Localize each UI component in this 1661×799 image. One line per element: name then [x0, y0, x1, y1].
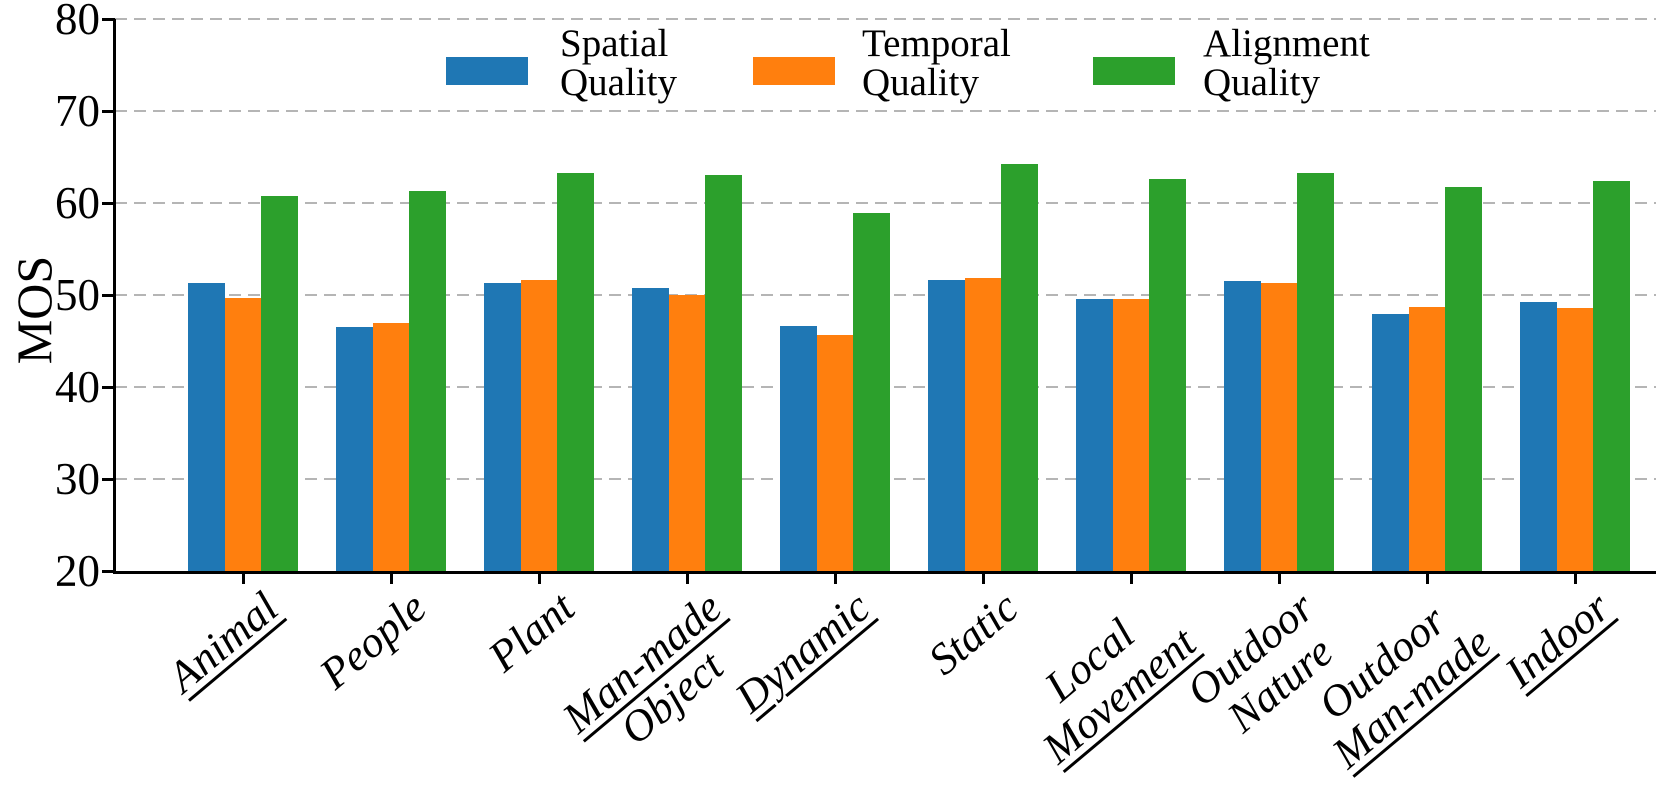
bar-alignment-quality-plant	[557, 172, 594, 571]
x-tick-mark-9	[1425, 573, 1429, 584]
y-tick-label-30: 30	[55, 454, 100, 504]
bar-temporal-quality-static	[964, 277, 1002, 571]
legend-swatch-temporal-quality	[753, 57, 835, 85]
x-tick-label-people: People	[310, 582, 436, 699]
bar-spatial-quality-outdoor-nature	[1224, 281, 1261, 571]
bar-alignment-quality-man-made-object	[705, 175, 742, 571]
bar-spatial-quality-man-made-object	[632, 287, 669, 571]
bar-alignment-quality-local-movement	[1149, 179, 1186, 571]
x-tick-mark-2	[389, 573, 393, 584]
x-tick-mark-5	[833, 573, 837, 584]
x-tick-mark-10	[1573, 573, 1577, 584]
x-tick-label-plant: Plant	[478, 582, 584, 682]
bar-alignment-quality-indoor	[1593, 180, 1630, 571]
x-tick-label-local-movement: Local Movement	[1005, 584, 1205, 773]
bar-temporal-quality-people	[372, 322, 410, 571]
y-tick-mark-60	[102, 201, 115, 205]
bar-temporal-quality-local-movement	[1112, 298, 1150, 571]
x-tick-mark-8	[1277, 573, 1281, 584]
legend-label-line: Spatial	[560, 22, 669, 65]
gridline-70	[115, 110, 1656, 112]
x-tick-label-line: Animal	[158, 582, 288, 702]
x-tick-mark-1	[241, 573, 245, 584]
x-tick-label-line: Indoor	[1495, 582, 1620, 697]
y-tick-label-80: 80	[55, 0, 100, 44]
x-tick-label-line: People	[310, 582, 436, 699]
bar-temporal-quality-animal	[224, 297, 262, 571]
legend-label-line: Alignment	[1203, 22, 1370, 65]
legend-swatch-spatial-quality	[446, 57, 528, 85]
gridline-60	[115, 202, 1656, 204]
bar-spatial-quality-outdoor-man-made	[1372, 314, 1409, 571]
bar-alignment-quality-animal	[261, 195, 298, 571]
legend-label-line: Quality	[560, 61, 677, 104]
x-tick-mark-4	[685, 573, 689, 584]
bar-alignment-quality-static	[1001, 164, 1038, 571]
legend-label-alignment-quality: Alignment Quality	[1203, 24, 1370, 102]
y-tick-mark-30	[102, 477, 115, 481]
plot-area	[115, 18, 1656, 571]
legend-label-line: Quality	[1203, 61, 1320, 104]
bar-spatial-quality-static	[928, 280, 965, 571]
x-tick-label-outdoor-man-made: Outdoor Man-made	[1295, 584, 1501, 778]
y-tick-label-70: 70	[55, 86, 100, 136]
bar-spatial-quality-people	[336, 327, 373, 571]
bar-alignment-quality-outdoor-nature	[1297, 172, 1334, 571]
y-tick-label-50: 50	[55, 270, 100, 320]
x-tick-mark-7	[1129, 573, 1133, 584]
x-tick-mark-6	[981, 573, 985, 584]
x-tick-label-indoor: Indoor	[1495, 582, 1620, 697]
legend-label-line: Temporal	[862, 22, 1011, 65]
bar-spatial-quality-indoor	[1520, 302, 1557, 571]
x-tick-label-line: Plant	[478, 582, 584, 682]
y-tick-mark-80	[102, 17, 115, 21]
x-tick-label-animal: Animal	[158, 582, 288, 702]
y-tick-mark-40	[102, 385, 115, 389]
bar-spatial-quality-dynamic	[780, 326, 817, 571]
y-tick-mark-50	[102, 293, 115, 297]
y-axis-spine	[113, 19, 116, 574]
legend-label-spatial-quality: Spatial Quality	[560, 24, 677, 102]
bar-temporal-quality-man-made-object	[668, 295, 706, 571]
legend-swatch-alignment-quality	[1093, 57, 1175, 85]
x-tick-label-static: Static	[918, 582, 1028, 685]
bar-temporal-quality-dynamic	[816, 334, 854, 571]
legend-label-temporal-quality: Temporal Quality	[862, 24, 1011, 102]
bar-temporal-quality-outdoor-man-made	[1408, 306, 1446, 571]
y-tick-label-20: 20	[55, 546, 100, 596]
bar-temporal-quality-plant	[520, 280, 558, 571]
bar-alignment-quality-people	[409, 191, 446, 571]
bar-temporal-quality-outdoor-nature	[1260, 283, 1298, 571]
bar-spatial-quality-plant	[484, 283, 521, 571]
y-tick-mark-70	[102, 109, 115, 113]
bar-spatial-quality-local-movement	[1076, 298, 1113, 571]
legend-label-line: Quality	[862, 61, 979, 104]
bar-spatial-quality-animal	[188, 283, 225, 571]
y-tick-mark-20	[102, 569, 115, 573]
gridline-80	[115, 18, 1656, 20]
y-tick-label-60: 60	[55, 178, 100, 228]
x-tick-label-line: Static	[918, 582, 1028, 685]
bar-alignment-quality-outdoor-man-made	[1445, 187, 1482, 571]
y-tick-label-40: 40	[55, 362, 100, 412]
bar-temporal-quality-indoor	[1556, 307, 1594, 571]
x-axis-spine	[113, 571, 1656, 574]
bar-alignment-quality-dynamic	[853, 213, 890, 571]
x-tick-mark-3	[537, 573, 541, 584]
